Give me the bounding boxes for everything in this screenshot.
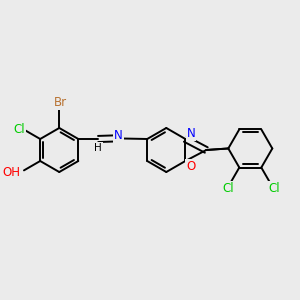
Text: N: N <box>114 129 123 142</box>
Text: Br: Br <box>54 96 67 109</box>
Text: N: N <box>187 127 195 140</box>
Text: Cl: Cl <box>268 182 280 195</box>
Text: O: O <box>186 160 196 173</box>
Text: Cl: Cl <box>223 182 234 195</box>
Text: Cl: Cl <box>14 123 25 136</box>
Text: H: H <box>94 143 102 153</box>
Text: OH: OH <box>2 166 20 179</box>
